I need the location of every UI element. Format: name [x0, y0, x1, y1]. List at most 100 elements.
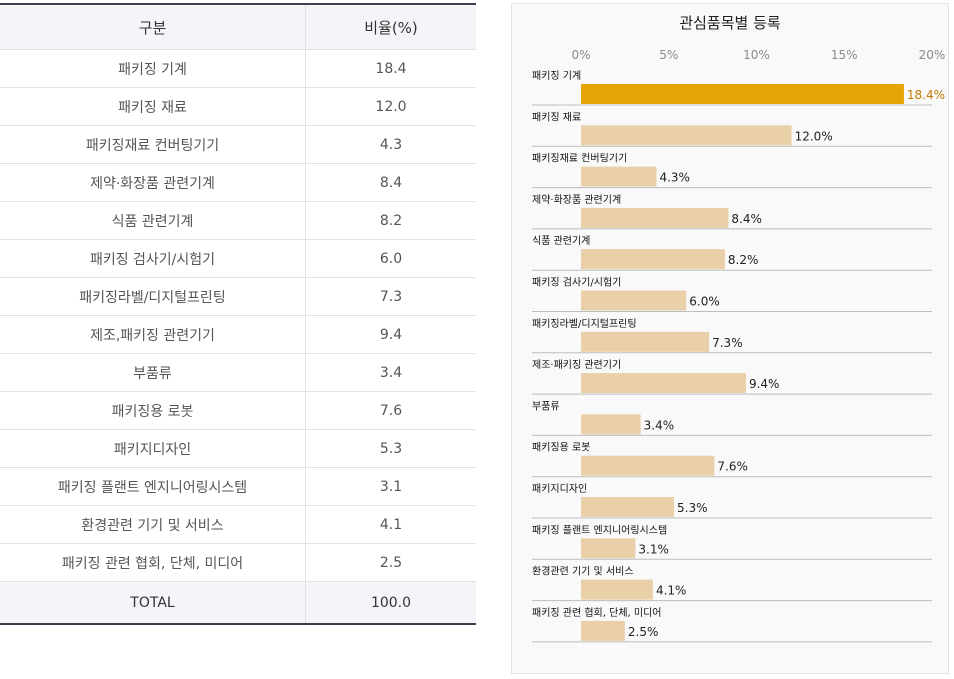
bar	[581, 84, 904, 104]
value-label: 4.1%	[656, 584, 687, 598]
chart-row: 환경관련 기기 및 서비스 4.1%	[532, 565, 932, 602]
category-label: 제조·패키징 관련기기	[532, 359, 621, 371]
bar	[581, 497, 675, 517]
chart-row: 패키징라벨/디지털프린팅 7.3%	[532, 318, 932, 354]
bar-chart: 관심품목별 등록 0% 5% 10% 15% 20% 패키징 기계 18.4% 패키징 재료…	[532, 14, 945, 643]
category-label: 패키징 검사기/시험기	[532, 277, 621, 289]
table-header: 구분 비율(%)	[0, 5, 476, 50]
table-row: 부품류 3.4	[0, 354, 476, 392]
bar	[581, 455, 715, 476]
row-category: 패키지디자인	[0, 430, 306, 467]
table-row: 환경관련 기기 및 서비스 4.1	[0, 506, 476, 544]
category-label: 패키징 플랜트 엔지니어링시스템	[532, 524, 667, 536]
category-label: 패키징 관련 협회, 단체, 미디어	[532, 606, 661, 619]
value-label: 9.4%	[749, 377, 780, 391]
x-tick-label: 10%	[743, 48, 770, 62]
row-category: 부품류	[0, 354, 306, 391]
table-row: 패키징 플랜트 엔지니어링시스템 3.1	[0, 468, 476, 506]
table-body: 패키징 기계 18.4 패키징 재료 12.0 패키징재료 컨버팅기기 4.3 제약·화장품…	[0, 50, 476, 582]
row-ratio: 4.1	[379, 516, 403, 533]
row-ratio: 8.4	[379, 174, 403, 191]
row-ratio: 18.4	[375, 60, 407, 77]
table-row: 패키징라벨/디지털프린팅 7.3	[0, 278, 476, 316]
total-label: TOTAL	[0, 582, 306, 623]
row-ratio: 7.3	[379, 288, 403, 305]
chart-row: 패키징 기계 18.4%	[532, 70, 945, 106]
x-axis: 0% 5% 10% 15% 20%	[571, 48, 945, 62]
table-total-row: TOTAL 100.0	[0, 582, 476, 625]
row-ratio: 5.3	[379, 440, 403, 457]
bar	[581, 331, 710, 352]
row-category: 패키징 관련 협회, 단체, 미디어	[0, 544, 306, 581]
header-ratio: 비율(%)	[364, 18, 418, 37]
value-label: 2.5%	[628, 625, 659, 639]
category-label: 식품 관련기계	[532, 235, 590, 247]
category-label: 패키징 기계	[532, 70, 581, 82]
table-row: 제조,패키징 관련기기 9.4	[0, 316, 476, 354]
table-row: 패키징 관련 협회, 단체, 미디어 2.5	[0, 544, 476, 582]
category-label: 부품류	[532, 400, 560, 412]
category-label: 패키징 재료	[532, 111, 581, 123]
value-label: 3.4%	[644, 418, 675, 432]
chart-row: 패키징 재료 12.0%	[532, 111, 932, 147]
row-category: 환경관련 기기 및 서비스	[0, 506, 306, 543]
x-tick-label: 5%	[659, 48, 678, 62]
bar	[581, 620, 625, 641]
bar	[581, 538, 636, 559]
value-label: 4.3%	[659, 171, 690, 185]
chart-row: 패키징 검사기/시험기 6.0%	[532, 277, 932, 312]
category-label: 제약·화장품 관련기계	[532, 194, 621, 206]
chart-row: 제약·화장품 관련기계 8.4%	[532, 194, 932, 230]
value-label: 12.0%	[795, 129, 833, 143]
x-tick-label: 15%	[831, 48, 858, 62]
ratio-table: 구분 비율(%) 패키징 기계 18.4 패키징 재료 12.0 패키징재료 컨버팅기기…	[0, 3, 476, 625]
table-row: 패키징용 로봇 7.6	[0, 392, 476, 430]
bar	[581, 166, 657, 187]
row-category: 패키징 재료	[0, 88, 306, 125]
value-label: 3.1%	[638, 542, 669, 556]
bar	[581, 290, 687, 311]
row-ratio: 3.4	[379, 364, 403, 381]
category-label: 환경관련 기기 및 서비스	[532, 565, 634, 578]
chart-row: 패키징재료 컨버팅기기 4.3%	[532, 153, 932, 189]
row-ratio: 3.1	[379, 478, 403, 495]
x-tick-label: 0%	[571, 48, 590, 62]
value-label: 7.3%	[712, 336, 743, 350]
row-category: 제조,패키징 관련기기	[0, 316, 306, 353]
value-label: 18.4%	[907, 88, 945, 102]
row-category: 패키징 플랜트 엔지니어링시스템	[0, 468, 306, 505]
bar	[581, 373, 746, 394]
row-ratio: 8.2	[379, 212, 403, 229]
table-row: 패키징 검사기/시험기 6.0	[0, 240, 476, 278]
chart-rows: 패키징 기계 18.4% 패키징 재료 12.0% 패키징재료 컨버팅기기 4.3% 제약·…	[532, 70, 945, 643]
category-label: 패키징용 로봇	[532, 442, 590, 454]
total-value: 100.0	[370, 594, 412, 611]
row-ratio: 4.3	[379, 136, 403, 153]
bar	[581, 125, 792, 146]
table-row: 식품 관련기계 8.2	[0, 202, 476, 240]
chart-row: 패키징 플랜트 엔지니어링시스템 3.1%	[532, 524, 932, 560]
category-label: 패키징라벨/디지털프린팅	[532, 318, 637, 330]
header-category: 구분	[0, 5, 306, 49]
table-row: 패키징 기계 18.4	[0, 50, 476, 88]
table-row: 패키징 재료 12.0	[0, 88, 476, 126]
row-ratio: 9.4	[379, 326, 403, 343]
row-category: 패키징재료 컨버팅기기	[0, 126, 306, 163]
value-label: 8.2%	[728, 253, 759, 267]
value-label: 8.4%	[731, 212, 762, 226]
bar	[581, 207, 729, 228]
row-category: 패키징라벨/디지털프린팅	[0, 278, 306, 315]
x-tick-label: 20%	[919, 48, 946, 62]
category-label: 패키지디자인	[532, 483, 587, 495]
row-ratio: 6.0	[379, 250, 403, 267]
row-category: 패키징 기계	[0, 50, 306, 87]
value-label: 5.3%	[677, 501, 708, 515]
value-label: 7.6%	[717, 460, 748, 474]
chart-row: 패키징용 로봇 7.6%	[532, 442, 932, 478]
bar	[581, 414, 641, 435]
table-row: 제약·화장품 관련기계 8.4	[0, 164, 476, 202]
chart-row: 부품류 3.4%	[532, 400, 932, 436]
row-ratio: 7.6	[379, 402, 403, 419]
row-category: 패키징용 로봇	[0, 392, 306, 429]
chart-row: 패키징 관련 협회, 단체, 미디어 2.5%	[532, 606, 932, 643]
